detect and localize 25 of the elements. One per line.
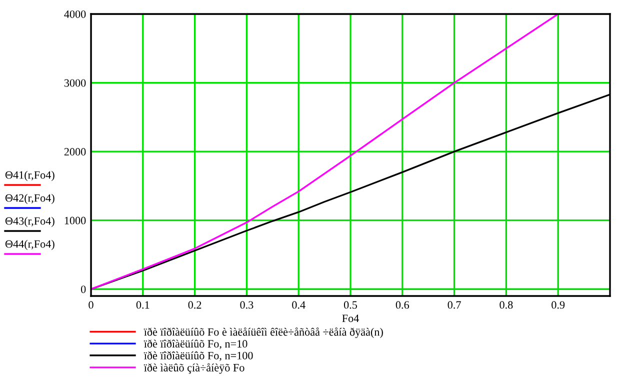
x-tick-label: 0.5 — [344, 301, 358, 309]
legend-label: ïðè ïîðîàëüíûõ Fo è ìàëåíüêîì êîëè÷åñòâå ÷ëåíà ðÿäà(n) — [144, 328, 383, 338]
y-tick-label: 1000 — [64, 216, 86, 224]
x-tick-label: 0.8 — [500, 301, 513, 309]
line-series — [91, 14, 559, 290]
y-tick-label: 0 — [81, 286, 86, 294]
text: Θ42(r,Fo4) — [5, 194, 54, 204]
x-tick-label: 0.3 — [240, 301, 254, 309]
x-tick-label: 0.7 — [448, 301, 461, 309]
x-tick-label: 0.2 — [188, 301, 202, 309]
y-tick-label: 4000 — [64, 10, 86, 18]
text: Θ43(r,Fo4) — [5, 216, 54, 227]
text: Θ41(r,Fo4) — [5, 170, 54, 181]
x-axis-title: Fo4 — [342, 314, 359, 322]
text: Θ44(r,Fo4) — [5, 240, 54, 250]
y-tick-label: 2000 — [64, 148, 86, 156]
legend-label: ïðè ìàëûõ çíà÷åíèÿõ Fo — [144, 363, 244, 374]
legend-label: ïðè ïîðîàëüíûõ Fo, n=100 — [144, 351, 253, 361]
x-tick-label: 0.1 — [136, 301, 150, 309]
x-tick-label: 0.9 — [552, 301, 565, 309]
y-tick-label: 3000 — [64, 79, 86, 87]
x-tick-label: 0 — [88, 301, 94, 309]
legend-label: ïðè ïîðîàëüíûõ Fo, n=10 — [144, 340, 248, 350]
x-tick-label: 0.4 — [292, 301, 306, 309]
x-tick-label: 0.6 — [396, 301, 410, 309]
